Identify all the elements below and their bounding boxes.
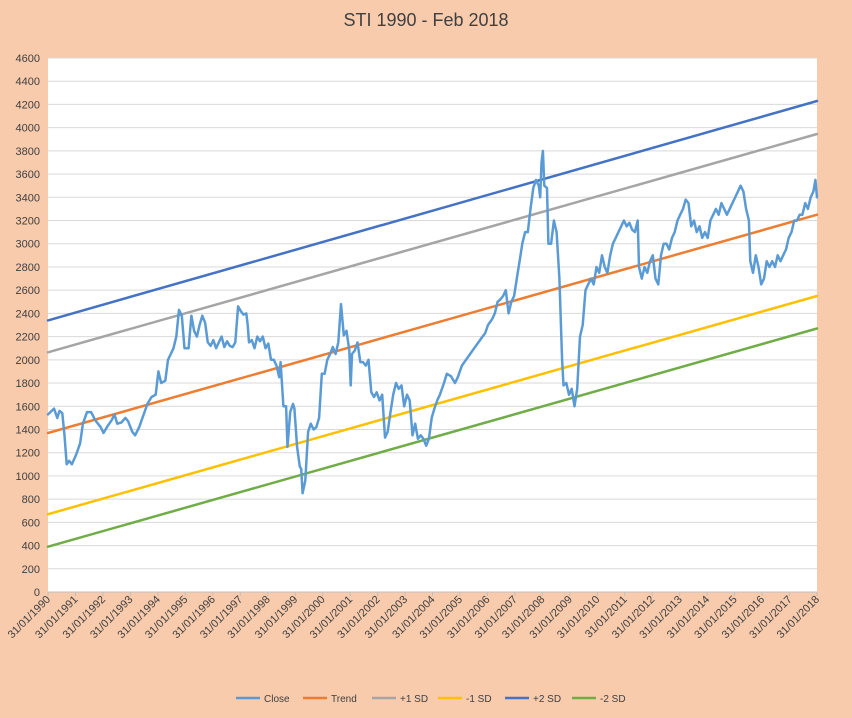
y-tick-label: 800 bbox=[22, 494, 40, 506]
y-tick-label: 1200 bbox=[16, 448, 40, 460]
y-tick-label: 4400 bbox=[16, 76, 40, 88]
y-tick-label: 4200 bbox=[16, 99, 40, 111]
chart-title: STI 1990 - Feb 2018 bbox=[343, 10, 509, 30]
y-tick-label: 2800 bbox=[16, 262, 40, 274]
series-line-trend bbox=[46, 213, 819, 435]
y-tick-label: 2400 bbox=[16, 308, 40, 320]
y-tick-label: 1600 bbox=[16, 401, 40, 413]
y-tick-label: 3600 bbox=[16, 169, 40, 181]
y-tick-label: 4000 bbox=[16, 123, 40, 135]
y-tick-label: 1000 bbox=[16, 471, 40, 483]
y-tick-label: 3800 bbox=[16, 146, 40, 158]
y-tick-label: 1400 bbox=[16, 424, 40, 436]
y-tick-label: 2200 bbox=[16, 332, 40, 344]
y-tick-label: 3000 bbox=[16, 239, 40, 251]
legend-label: Close bbox=[264, 694, 290, 705]
y-tick-label: 600 bbox=[22, 517, 40, 529]
y-tick-label: 3400 bbox=[16, 192, 40, 204]
y-tick-label: 3200 bbox=[16, 216, 40, 228]
series-line-plusminus-1-sd bbox=[46, 132, 819, 354]
y-tick-label: 1800 bbox=[16, 378, 40, 390]
y-tick-label: 2000 bbox=[16, 355, 40, 367]
y-tick-label: 4600 bbox=[16, 53, 40, 65]
legend-label: +2 SD bbox=[533, 694, 561, 705]
series-line-plusminus-2-sd bbox=[46, 99, 819, 322]
series-line-minus-2-sd bbox=[46, 327, 819, 548]
y-tick-label: 0 bbox=[34, 587, 40, 599]
legend-label: +1 SD bbox=[400, 694, 428, 705]
series-line-close bbox=[46, 149, 819, 495]
legend-label: -2 SD bbox=[600, 694, 626, 705]
y-tick-label: 200 bbox=[22, 564, 40, 576]
y-tick-label: 400 bbox=[22, 541, 40, 553]
legend-label: -1 SD bbox=[466, 694, 492, 705]
y-tick-label: 2600 bbox=[16, 285, 40, 297]
series-line-minus-1-sd bbox=[46, 294, 819, 516]
legend-label: Trend bbox=[331, 694, 357, 705]
